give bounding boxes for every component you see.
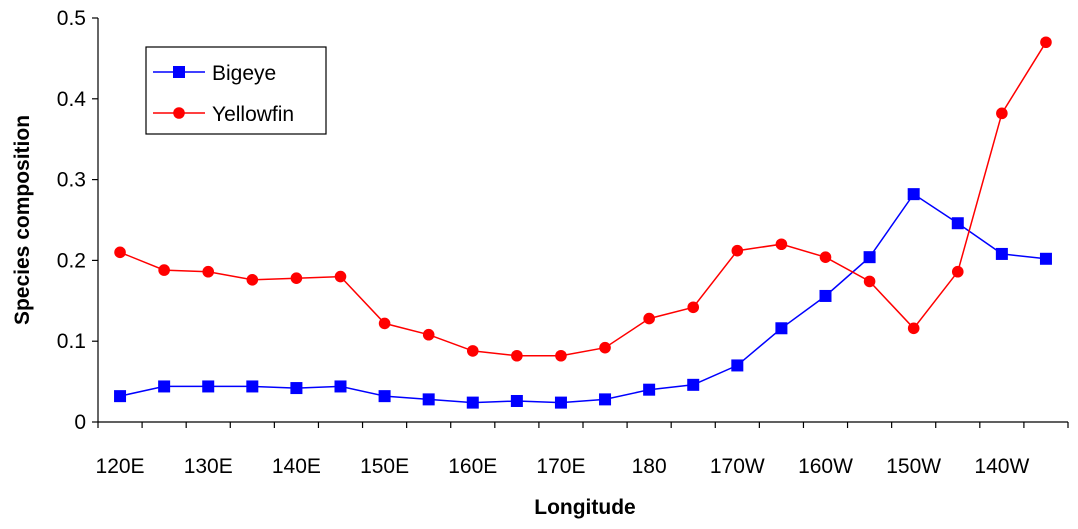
x-tick-label: 140E <box>272 455 321 478</box>
ticks-layer: 0 0.1 0.2 0.3 0.4 0.5 120E 130E 140E 150E 160E 170E… <box>57 7 1069 478</box>
data-point-bigeye <box>995 247 1008 260</box>
series-line-yellowfin <box>119 41 1047 357</box>
data-point-yellowfin <box>687 301 700 314</box>
x-tick-label: 180 <box>632 455 667 478</box>
data-point-bigeye <box>422 393 435 406</box>
data-point-bigeye <box>1039 252 1052 265</box>
data-point-bigeye <box>202 380 215 393</box>
data-point-bigeye <box>378 390 391 403</box>
data-point-bigeye <box>863 251 876 264</box>
data-point-yellowfin <box>731 244 744 257</box>
y-tick-label: 0.1 <box>57 330 86 353</box>
y-tick-label: 0.4 <box>57 88 87 111</box>
data-point-bigeye <box>775 322 788 335</box>
data-point-bigeye <box>246 380 259 393</box>
legend-label-bigeye: Bigeye <box>212 62 276 85</box>
data-point-bigeye <box>599 393 612 406</box>
x-tick-label: 120E <box>96 455 145 478</box>
data-point-yellowfin <box>511 349 523 362</box>
x-tick-label: 160E <box>448 455 497 478</box>
data-point-bigeye <box>114 390 127 403</box>
x-tick-label: 150W <box>886 455 941 478</box>
data-point-yellowfin <box>246 273 259 286</box>
x-tick-label: 170E <box>536 455 585 478</box>
legend-box <box>145 46 327 135</box>
data-point-yellowfin <box>202 265 215 278</box>
data-point-bigeye <box>819 289 832 302</box>
data-point-yellowfin <box>599 341 611 354</box>
data-point-yellowfin <box>290 272 303 284</box>
y-tick-label: 0 <box>74 411 86 434</box>
data-point-yellowfin <box>996 107 1008 120</box>
data-point-yellowfin <box>466 345 479 357</box>
x-tick-label: 150E <box>360 455 409 478</box>
legend: Bigeye Yellowfin <box>145 46 327 135</box>
legend-label-yellowfin: Yellowfin <box>212 103 294 126</box>
data-point-yellowfin <box>863 275 876 288</box>
data-point-yellowfin <box>158 264 170 276</box>
data-point-bigeye <box>554 396 567 409</box>
data-point-yellowfin <box>951 265 964 278</box>
data-point-yellowfin <box>555 349 567 362</box>
y-tick-label: 0.2 <box>57 249 86 272</box>
y-tick-label: 0.5 <box>57 7 86 30</box>
data-point-yellowfin <box>775 238 788 251</box>
data-point-bigeye <box>510 394 523 407</box>
data-point-yellowfin <box>334 270 347 283</box>
data-point-bigeye <box>687 378 700 391</box>
data-point-bigeye <box>466 396 479 409</box>
data-point-yellowfin <box>819 251 832 263</box>
data-point-yellowfin <box>643 312 655 325</box>
data-point-yellowfin <box>114 246 126 259</box>
data-point-yellowfin <box>1040 36 1052 49</box>
x-tick-label: 170W <box>710 455 765 478</box>
x-tick-label: 140W <box>974 455 1029 478</box>
data-point-yellowfin <box>907 322 920 335</box>
legend-marker-yellowfin <box>173 107 185 119</box>
data-point-bigeye <box>951 217 964 230</box>
data-point-bigeye <box>334 380 347 393</box>
x-axis-title: Longitude <box>534 496 635 519</box>
legend-marker-bigeye <box>173 66 185 78</box>
series-line-bigeye <box>119 193 1047 404</box>
data-point-bigeye <box>907 188 920 201</box>
data-point-yellowfin <box>378 317 391 330</box>
x-tick-label: 130E <box>184 455 233 478</box>
y-tick-label: 0.3 <box>57 169 86 192</box>
data-point-bigeye <box>731 359 744 372</box>
data-point-bigeye <box>643 383 656 396</box>
data-point-bigeye <box>290 382 303 395</box>
y-axis-title: Species composition <box>11 115 34 325</box>
series-layer <box>114 36 1052 409</box>
data-point-bigeye <box>158 380 171 393</box>
data-point-yellowfin <box>422 328 435 341</box>
x-tick-label: 160W <box>798 455 853 478</box>
